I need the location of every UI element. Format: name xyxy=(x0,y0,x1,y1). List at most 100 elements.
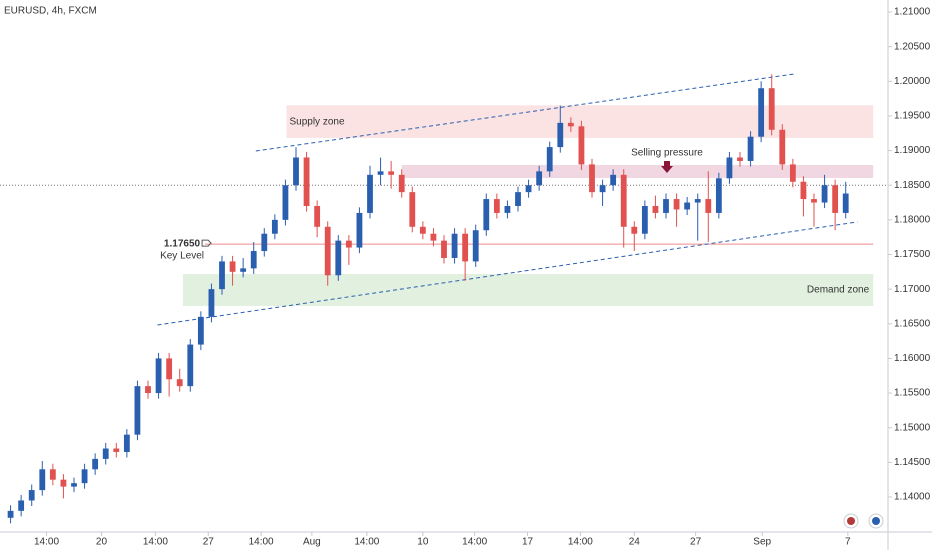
candle-body xyxy=(631,226,638,234)
candle-body xyxy=(589,164,595,193)
candle-body xyxy=(271,219,278,234)
y-tick-label: 1.19500 xyxy=(894,111,931,122)
y-tick-label: 1.16000 xyxy=(894,353,931,364)
candle-body xyxy=(71,483,77,487)
candle-body xyxy=(451,233,458,258)
candle-body xyxy=(641,205,648,234)
y-tick-label: 1.15500 xyxy=(894,388,931,399)
candle-body xyxy=(430,233,437,241)
candle-body xyxy=(441,240,447,258)
candle-body xyxy=(303,157,310,206)
x-tick-label: 17 xyxy=(522,537,534,548)
y-tick-label: 1.18500 xyxy=(894,180,931,191)
candle-body xyxy=(515,192,521,206)
candle-body xyxy=(663,199,669,213)
icon-dot xyxy=(847,517,855,525)
candle-body xyxy=(197,316,204,345)
candle-body xyxy=(673,199,680,210)
x-tick-label: 14:00 xyxy=(249,537,274,548)
candle-body xyxy=(356,212,363,248)
hand-icon xyxy=(201,239,212,247)
candle-body xyxy=(726,157,733,179)
candle-body xyxy=(250,251,257,269)
candle-body xyxy=(557,122,564,148)
y-tick-label: 1.20000 xyxy=(894,76,931,87)
candle-body xyxy=(102,448,109,459)
candle-body xyxy=(261,233,268,252)
candle-body xyxy=(694,199,701,203)
candle-body xyxy=(800,181,807,200)
candle-body xyxy=(536,171,543,186)
x-tick-label: 14:00 xyxy=(354,537,379,548)
y-tick-label: 1.21000 xyxy=(894,7,931,18)
candle-body xyxy=(620,174,627,227)
x-tick-label: 20 xyxy=(96,537,108,548)
candle-body xyxy=(811,199,817,203)
candle-body xyxy=(599,185,606,193)
candle-body xyxy=(39,469,46,491)
candle-body xyxy=(28,490,35,501)
candle-body xyxy=(208,289,215,317)
trendline xyxy=(157,221,858,326)
candle-body xyxy=(7,510,14,518)
candle-body xyxy=(134,386,141,435)
candle-body xyxy=(789,164,796,182)
candle-body xyxy=(377,171,384,175)
candle-body xyxy=(832,185,839,213)
screenshot-icon[interactable] xyxy=(843,513,859,529)
candle-body xyxy=(578,126,585,165)
candle-body xyxy=(324,226,331,276)
zone xyxy=(401,164,874,179)
candle-body xyxy=(779,129,786,165)
candle-body xyxy=(187,344,194,387)
candle-body xyxy=(493,199,500,213)
candle-body xyxy=(610,174,617,186)
candle-body xyxy=(758,88,765,137)
candle-body xyxy=(240,268,247,272)
candle-body xyxy=(18,500,25,511)
candle-body xyxy=(345,240,352,248)
zone xyxy=(182,273,874,306)
candle-body xyxy=(166,358,173,380)
candle-body xyxy=(113,448,120,452)
x-tick-label: 24 xyxy=(629,537,641,548)
y-tick-label: 1.17000 xyxy=(894,284,931,295)
candle-body xyxy=(81,469,88,484)
candle-body xyxy=(335,240,342,276)
candle-body xyxy=(419,226,426,234)
candle-body xyxy=(409,192,416,227)
candle-body xyxy=(567,122,574,127)
y-tick-label: 1.18000 xyxy=(894,214,931,225)
x-tick-label: 27 xyxy=(690,537,702,548)
candle-body xyxy=(504,205,511,213)
chart-title: EURUSD, 4h, FXCM xyxy=(4,6,97,17)
candle-body xyxy=(684,202,691,210)
candle-body xyxy=(314,205,321,227)
candle-body xyxy=(145,386,151,394)
icon-dot xyxy=(872,517,880,525)
x-tick-label: 14:00 xyxy=(462,537,487,548)
x-tick-label: 14:00 xyxy=(34,537,59,548)
candle-body xyxy=(123,434,130,452)
candle-body xyxy=(483,199,490,231)
candle-body xyxy=(388,171,395,175)
candle-body xyxy=(715,178,722,213)
events-icon[interactable] xyxy=(868,513,884,529)
x-tick-label: 14:00 xyxy=(568,537,593,548)
plot: Supply zone Selling pressure Demand zone 1.… xyxy=(0,73,888,524)
x-tick-label: Aug xyxy=(303,537,321,548)
zone-label: Demand zone xyxy=(807,285,870,296)
candle-body xyxy=(546,147,553,172)
x-tick-label: 7 xyxy=(845,537,851,548)
y-tick-label: 1.20500 xyxy=(894,41,931,52)
zone-label: Supply zone xyxy=(289,116,344,127)
candle-body xyxy=(472,230,479,262)
arrow xyxy=(661,160,673,173)
candle-body xyxy=(92,458,99,470)
y-tick-label: 1.14000 xyxy=(894,492,931,503)
candle-body xyxy=(768,88,775,130)
label-bg xyxy=(624,144,710,160)
key-level-label: Key Level xyxy=(160,251,204,262)
candle-body xyxy=(652,205,659,213)
